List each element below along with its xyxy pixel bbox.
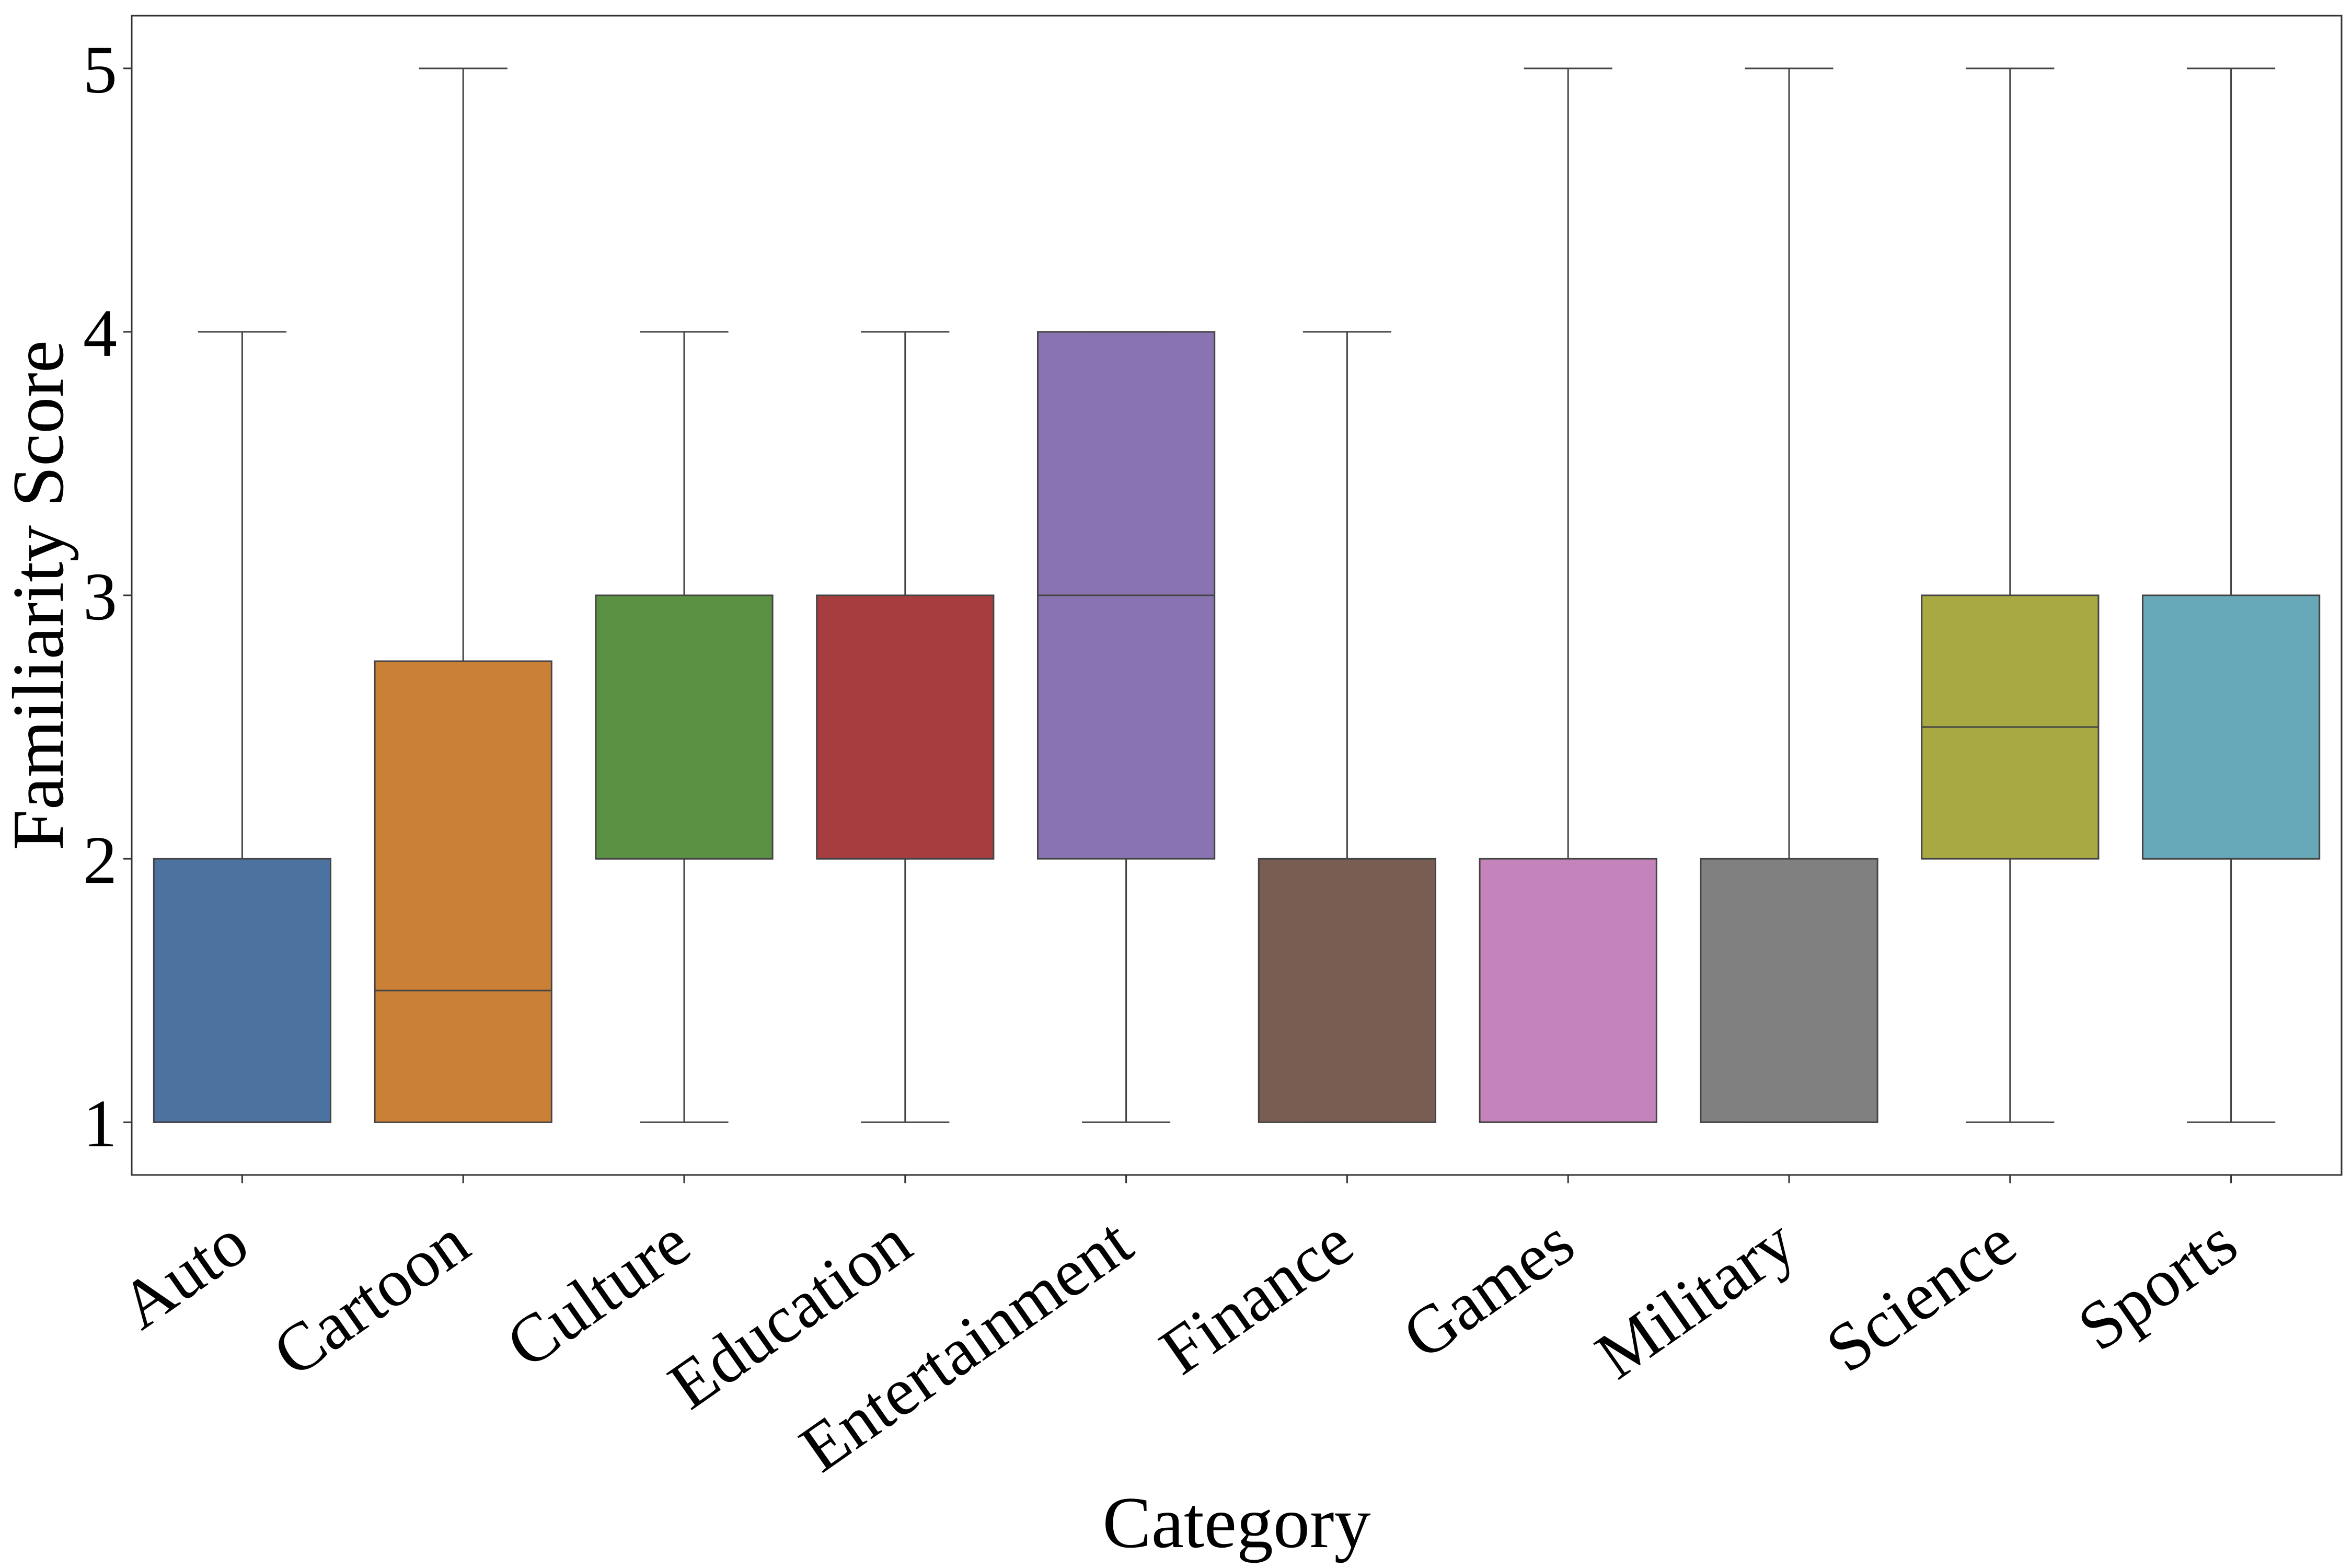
plot-content xyxy=(153,67,2321,1123)
box-culture xyxy=(595,331,774,1123)
x-tick-label: Auto xyxy=(107,1204,261,1344)
box-education xyxy=(816,331,995,1123)
x-tick-label: Finance xyxy=(1147,1204,1366,1389)
box-rect xyxy=(374,660,552,1123)
box-science xyxy=(1921,67,2100,1123)
y-tick-label: 1 xyxy=(83,1086,117,1161)
x-tick-label: Science xyxy=(1813,1204,2030,1387)
y-tick-label: 3 xyxy=(83,559,117,635)
x-axis-title: Category xyxy=(1102,1482,1370,1563)
box-rect xyxy=(153,858,332,1123)
box-rect xyxy=(1479,858,1657,1123)
x-tick-label: Games xyxy=(1390,1204,1587,1374)
y-axis-title: Familiarity Score xyxy=(0,340,79,850)
box-cartoon xyxy=(374,67,552,1123)
box-rect xyxy=(816,594,995,860)
box-entertainment xyxy=(1036,331,1216,1123)
box-finance xyxy=(1258,331,1437,1123)
x-tick-label: Military xyxy=(1583,1204,1808,1393)
box-rect xyxy=(595,594,774,860)
x-tick-label: Cartoon xyxy=(260,1204,482,1391)
y-tick-label: 2 xyxy=(83,823,117,898)
box-sports xyxy=(2141,67,2321,1123)
box-rect xyxy=(2141,594,2321,860)
box-games xyxy=(1479,67,1657,1123)
box-rect xyxy=(1700,858,1878,1123)
box-rect xyxy=(1258,858,1437,1123)
box-auto xyxy=(153,331,332,1123)
y-axis: 1 2 3 4 5 xyxy=(83,32,132,1161)
x-tick-label: Sports xyxy=(2065,1204,2250,1366)
y-tick-label: 5 xyxy=(83,32,117,108)
y-tick-label: 4 xyxy=(83,296,117,371)
box-military xyxy=(1700,67,1878,1123)
